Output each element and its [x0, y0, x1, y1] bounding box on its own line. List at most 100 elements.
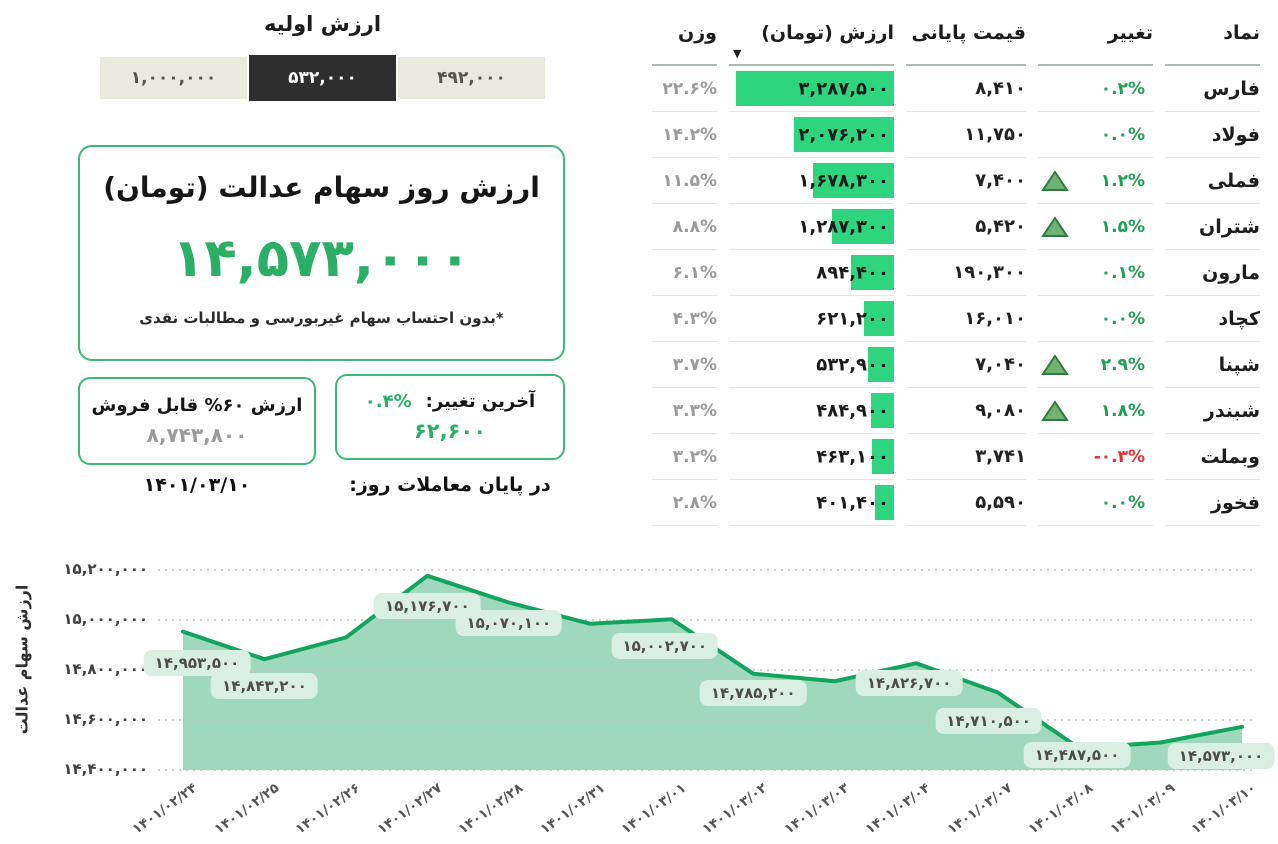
data-point-label: ۱۴,۷۱۰,۵۰۰ [935, 708, 1042, 735]
change-percent: ۰.۲% [1100, 78, 1145, 99]
change-percent: ۰.۱% [1100, 262, 1145, 283]
stock-close-price: ۳,۷۴۱ [906, 434, 1026, 480]
date-label: ۱۴۰۱/۰۳/۱۰ [143, 474, 251, 496]
value-bar [851, 255, 894, 290]
stock-value: ۸۹۴,۴۰۰ [816, 262, 889, 283]
stock-close-price: ۹,۰۸۰ [906, 388, 1026, 434]
value-bar [832, 209, 894, 244]
last-change-label: آخرین تغییر: [425, 391, 536, 412]
value-bar [813, 163, 894, 198]
stock-weight: ۱۱.۵% [652, 158, 717, 204]
table-row: مارون ۰.۱% ۱۹۰,۳۰۰ ۸۹۴,۴۰۰ ۶.۱% [652, 250, 1260, 296]
stock-change: -۰.۳% [1038, 434, 1153, 480]
initial-value-tab[interactable]: ۴۹۲,۰۰۰ [398, 57, 545, 99]
last-change-value: ۶۲,۶۰۰ [413, 419, 487, 443]
stock-symbol: شبندر [1165, 388, 1260, 434]
stock-weight: ۴.۳% [652, 296, 717, 342]
stock-value-cell: ۴۸۴,۹۰۰ [729, 388, 894, 434]
stock-value-cell: ۶۲۱,۲۰۰ [729, 296, 894, 342]
table-row: فارس ۰.۲% ۸,۴۱۰ ۳,۲۸۷,۵۰۰ ۲۲.۶% [652, 66, 1260, 112]
stock-close-price: ۱۹۰,۳۰۰ [906, 250, 1026, 296]
last-change-percent: ۰.۴% [364, 391, 412, 412]
value-bar [868, 347, 894, 382]
stock-value-cell: ۴۶۳,۱۰۰ [729, 434, 894, 480]
stock-change: ۱.۸% [1038, 388, 1153, 434]
data-point-label: ۱۵,۰۰۲,۷۰۰ [611, 633, 719, 660]
up-triangle-icon [1041, 169, 1069, 191]
data-point-label: ۱۵,۰۷۰,۱۰۰ [455, 610, 563, 637]
data-point-label: ۱۴,۷۸۵,۲۰۰ [699, 679, 807, 706]
stock-weight: ۸.۸% [652, 204, 717, 250]
table-row: کچاد ۰.۰% ۱۶,۰۱۰ ۶۲۱,۲۰۰ ۴.۳% [652, 296, 1260, 342]
stock-value: ۴۶۳,۱۰۰ [816, 446, 889, 467]
stock-value: ۴۰۱,۴۰۰ [816, 492, 889, 513]
change-percent: ۱.۲% [1100, 170, 1145, 191]
value-bar [875, 485, 894, 520]
stock-value-cell: ۴۰۱,۴۰۰ [729, 480, 894, 526]
initial-value-tab-selected[interactable]: ۵۳۲,۰۰۰ [249, 55, 396, 101]
stocks-table: نماد تغییر قیمت پایانی ارزش (تومان) ▼ وز… [640, 2, 1272, 526]
table-row: شتران ۱.۵% ۵,۴۲۰ ۱,۲۸۷,۳۰۰ ۸.۸% [652, 204, 1260, 250]
header-value[interactable]: ارزش (تومان) ▼ [729, 2, 894, 66]
stock-symbol: کچاد [1165, 296, 1260, 342]
sellable-value-card: ارزش ۶۰% قابل فروش ۸,۷۴۳,۸۰۰ [78, 377, 316, 465]
stock-value: ۱,۶۷۸,۳۰۰ [798, 170, 889, 191]
y-axis-tick-label: ۱۴,۶۰۰,۰۰۰ [63, 710, 148, 728]
y-axis-tick-label: ۱۴,۸۰۰,۰۰۰ [63, 660, 148, 678]
change-percent: ۰.۰% [1100, 492, 1145, 513]
stock-change: ۰.۰% [1038, 112, 1153, 158]
data-point-label: ۱۴,۹۵۳,۵۰۰ [143, 649, 251, 676]
stock-weight: ۶.۱% [652, 250, 717, 296]
stock-value: ۶۲۱,۲۰۰ [816, 308, 889, 329]
stock-symbol: شتران [1165, 204, 1260, 250]
stock-value: ۲,۰۷۶,۲۰۰ [798, 124, 889, 145]
change-percent: ۰.۰% [1100, 308, 1145, 329]
y-axis-tick-label: ۱۵,۲۰۰,۰۰۰ [63, 560, 148, 578]
table-row: شبندر ۱.۸% ۹,۰۸۰ ۴۸۴,۹۰۰ ۳.۳% [652, 388, 1260, 434]
value-bar [872, 439, 894, 474]
header-weight: وزن [652, 2, 717, 66]
stock-close-price: ۱۱,۷۵۰ [906, 112, 1026, 158]
stock-symbol: مارون [1165, 250, 1260, 296]
stock-value-cell: ۱,۶۷۸,۳۰۰ [729, 158, 894, 204]
last-change-card: آخرین تغییر: ۰.۴% ۶۲,۶۰۰ [335, 374, 565, 460]
stock-change: ۲.۹% [1038, 342, 1153, 388]
header-value-label: ارزش (تومان) [761, 22, 894, 44]
stock-value-cell: ۱,۲۸۷,۳۰۰ [729, 204, 894, 250]
stock-symbol: فولاد [1165, 112, 1260, 158]
stock-symbol: فارس [1165, 66, 1260, 112]
data-point-label: ۱۴,۸۲۶,۷۰۰ [855, 670, 963, 697]
change-percent: ۱.۵% [1100, 216, 1145, 237]
stock-change: ۱.۵% [1038, 204, 1153, 250]
sort-descending-icon[interactable]: ▼ [733, 47, 742, 60]
stock-weight: ۲.۸% [652, 480, 717, 526]
stock-value-cell: ۲,۰۷۶,۲۰۰ [729, 112, 894, 158]
stock-close-price: ۸,۴۱۰ [906, 66, 1026, 112]
history-chart: ارزش سهام عدالت ۱۵,۲۰۰,۰۰۰ ۱۵,۰۰۰,۰۰۰ ۱۴,۸… [0, 540, 1278, 844]
stock-change: ۰.۰% [1038, 480, 1153, 526]
stock-change: ۰.۱% [1038, 250, 1153, 296]
data-point-label: ۱۴,۵۷۳,۰۰۰ [1167, 742, 1275, 769]
value-bar [794, 117, 894, 152]
stock-symbol: فخوز [1165, 480, 1260, 526]
up-triangle-icon [1041, 353, 1069, 375]
stock-value: ۴۸۴,۹۰۰ [816, 400, 889, 421]
value-bar [871, 393, 894, 428]
today-value-title: ارزش روز سهام عدالت (تومان) [103, 171, 540, 204]
stock-change: ۰.۰% [1038, 296, 1153, 342]
change-percent: ۲.۹% [1100, 354, 1145, 375]
today-value-number: ۱۴,۵۷۳,۰۰۰ [171, 228, 472, 289]
table-row: شپنا ۲.۹% ۷,۰۴۰ ۵۳۲,۹۰۰ ۳.۷% [652, 342, 1260, 388]
stock-close-price: ۵,۵۹۰ [906, 480, 1026, 526]
value-bar [736, 71, 894, 106]
stock-close-price: ۱۶,۰۱۰ [906, 296, 1026, 342]
stock-value-cell: ۳,۲۸۷,۵۰۰ [729, 66, 894, 112]
up-triangle-icon [1041, 215, 1069, 237]
stock-close-price: ۷,۰۴۰ [906, 342, 1026, 388]
change-percent: ۱.۸% [1100, 400, 1145, 421]
value-bar [864, 301, 894, 336]
initial-value-tabs: ۱,۰۰۰,۰۰۰ ۵۳۲,۰۰۰ ۴۹۲,۰۰۰ [100, 55, 545, 101]
initial-value-tab[interactable]: ۱,۰۰۰,۰۰۰ [100, 57, 247, 99]
stock-weight: ۳.۳% [652, 388, 717, 434]
